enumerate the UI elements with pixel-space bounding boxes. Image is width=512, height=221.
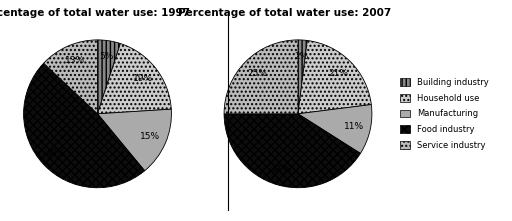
Text: 2%: 2%	[294, 52, 309, 61]
Wedge shape	[97, 40, 120, 114]
Wedge shape	[97, 109, 172, 171]
Text: Percentage of total water use: 1997: Percentage of total water use: 1997	[0, 8, 190, 18]
Text: 48%: 48%	[46, 149, 66, 158]
Wedge shape	[224, 114, 360, 188]
Text: 41%: 41%	[272, 165, 292, 174]
Text: Percentage of total water use: 2007: Percentage of total water use: 2007	[178, 8, 391, 18]
Wedge shape	[24, 63, 144, 188]
Text: 15%: 15%	[140, 132, 160, 141]
Text: 11%: 11%	[344, 122, 365, 131]
Text: 25%: 25%	[247, 69, 267, 78]
Wedge shape	[97, 44, 172, 114]
Wedge shape	[44, 40, 97, 114]
Wedge shape	[298, 105, 372, 153]
Text: 13%: 13%	[65, 56, 84, 65]
Wedge shape	[224, 40, 298, 114]
Text: 21%: 21%	[329, 69, 349, 78]
Wedge shape	[298, 40, 371, 114]
Text: 19%: 19%	[133, 74, 153, 83]
Legend: Building industry, Household use, Manufacturing, Food industry, Service industry: Building industry, Household use, Manufa…	[400, 78, 488, 150]
Text: 5%: 5%	[99, 52, 114, 61]
Wedge shape	[298, 40, 307, 114]
